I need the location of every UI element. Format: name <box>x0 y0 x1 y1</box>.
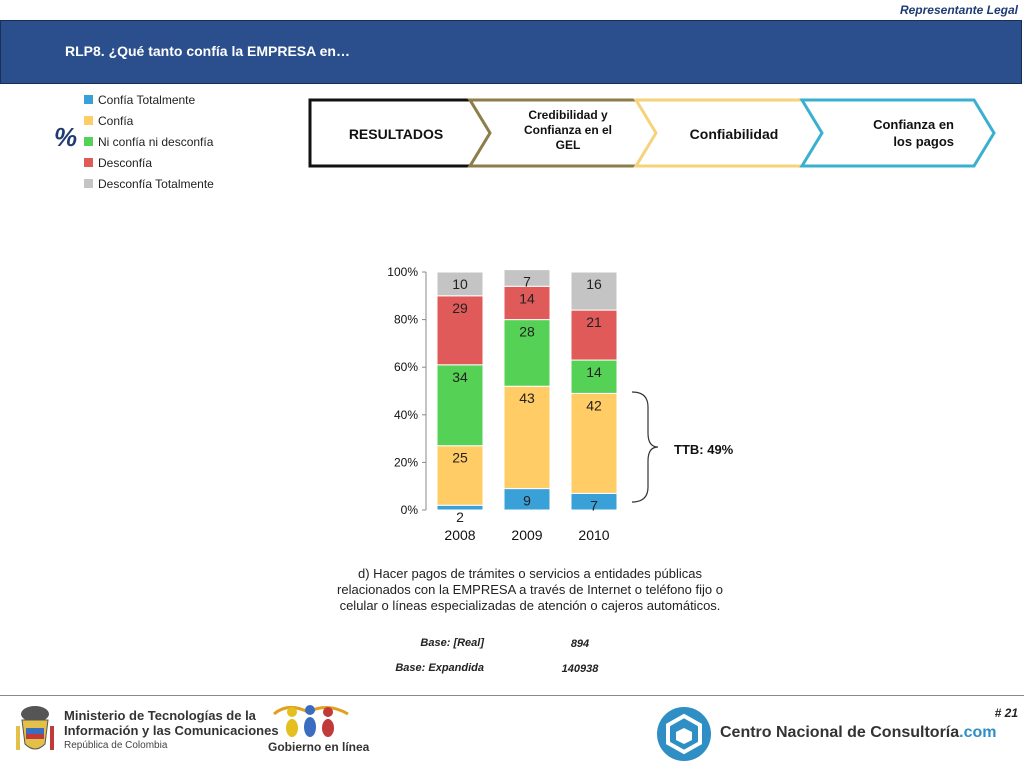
base-expandida-value: 140938 <box>561 663 599 675</box>
x-tick-label: 2008 <box>444 527 475 543</box>
nav-step-label-line1: Credibilidad y <box>528 108 608 122</box>
legend-label: Desconfía Totalmente <box>98 176 214 191</box>
cnc-logo-text: Centro Nacional de Consultoría.com <box>720 724 996 742</box>
bar-segment <box>436 445 484 506</box>
bar-segment <box>503 269 551 287</box>
question-description: d) Hacer pagos de trámites o servicios a… <box>337 566 723 613</box>
base-real-value: 894 <box>570 638 590 650</box>
bar-segment <box>570 309 618 361</box>
x-tick-label: 2010 <box>578 527 609 543</box>
nav-steps: RESULTADOS Credibilidad y Confianza en e… <box>308 98 996 168</box>
footer-divider <box>0 695 1024 696</box>
legend: Confía Totalmente Confía Ni confía ni de… <box>84 89 214 194</box>
bar-segment <box>503 319 551 387</box>
legend-item-desconfia-totalmente: Desconfía Totalmente <box>84 173 214 194</box>
bar-segment <box>570 392 618 494</box>
legend-swatch <box>84 179 93 188</box>
colombia-coat-of-arms-icon <box>16 706 54 750</box>
legend-swatch <box>84 158 93 167</box>
nav-step-label-line1: Confianza en <box>873 117 954 132</box>
gobierno-en-linea-text: Gobierno en línea <box>268 740 370 754</box>
slide-title: RLP8. ¿Qué tanto confía la EMPRESA en… <box>65 43 350 59</box>
legend-swatch <box>84 116 93 125</box>
title-bar: RLP8. ¿Qué tanto confía la EMPRESA en… <box>0 20 1022 84</box>
data-label: 43 <box>519 390 535 406</box>
nav-step-label-line3: GEL <box>556 138 581 152</box>
nav-step-label: RESULTADOS <box>349 126 443 142</box>
y-tick-label: 60% <box>394 360 418 374</box>
nav-step-resultados[interactable]: RESULTADOS <box>308 98 500 168</box>
data-label: 7 <box>523 274 531 290</box>
nav-step-label-line2: los pagos <box>893 134 954 149</box>
percent-symbol: % <box>54 122 78 152</box>
data-label: 21 <box>586 314 602 330</box>
legend-item-confia: Confía <box>84 110 214 131</box>
legend-item-desconfia: Desconfía <box>84 152 214 173</box>
nav-step-confiabilidad[interactable]: Confiabilidad <box>633 98 830 168</box>
x-axis: 2008 2009 2010 <box>444 527 609 543</box>
data-label: 10 <box>452 276 468 292</box>
legend-item-confia-totalmente: Confía Totalmente <box>84 89 214 110</box>
cnc-suffix: .com <box>959 724 997 741</box>
x-tick-label: 2009 <box>511 527 542 543</box>
nav-step-credibilidad[interactable]: Credibilidad y Confianza en el GEL <box>467 98 664 168</box>
data-label: 16 <box>586 276 602 292</box>
cnc-name: Centro Nacional de Consultoría <box>720 724 960 741</box>
data-label: 7 <box>590 497 598 513</box>
legend-item-ni-confia: Ni confía ni desconfía <box>84 131 214 152</box>
base-real-label: Base: [Real] <box>420 637 484 649</box>
ministry-line2: Información y las Comunicaciones <box>64 723 279 738</box>
data-label: 14 <box>519 290 535 306</box>
legend-label: Confía Totalmente <box>98 92 196 107</box>
y-tick-label: 80% <box>394 313 418 327</box>
legend-swatch <box>84 137 93 146</box>
gobierno-en-linea-logo-icon <box>273 705 349 737</box>
data-label: 42 <box>586 397 602 413</box>
bar-segment <box>503 385 551 490</box>
y-axis: 0% 20% 40% 60% 80% 100% <box>387 265 427 517</box>
y-tick-label: 100% <box>387 265 418 279</box>
mintic-logo-text: Ministerio de Tecnologías de la Informac… <box>64 708 279 753</box>
base-expandida-label: Base: Expandida <box>395 662 484 674</box>
legend-swatch <box>84 95 93 104</box>
ministry-line3: República de Colombia <box>64 740 168 751</box>
nav-step-label: Confiabilidad <box>690 126 779 142</box>
data-label: 9 <box>523 493 531 509</box>
data-label: 28 <box>519 324 535 340</box>
data-label: 34 <box>452 369 468 385</box>
data-label: 29 <box>452 300 468 316</box>
data-label: 25 <box>452 450 468 466</box>
bar-segment <box>503 285 551 321</box>
bar-segment <box>570 359 618 394</box>
ttb-brace <box>631 391 659 503</box>
nav-step-confianza-pagos[interactable]: Confianza en los pagos <box>799 98 996 168</box>
data-label: 2 <box>456 509 464 525</box>
legend-label: Confía <box>98 113 134 128</box>
y-tick-label: 0% <box>401 503 419 517</box>
bar-segment <box>436 364 484 447</box>
data-label: 14 <box>586 364 602 380</box>
bar-segment <box>436 295 484 366</box>
legend-label: Ni confía ni desconfía <box>98 134 214 149</box>
legend-label: Desconfía <box>98 155 153 170</box>
ttb-annotation: TTB: 49% <box>674 442 734 457</box>
y-tick-label: 20% <box>394 455 418 469</box>
nav-step-label-line2: Confianza en el <box>524 123 612 137</box>
y-tick-label: 40% <box>394 408 418 422</box>
bar-segment <box>570 271 618 311</box>
stacked-bar-chart: 0%20%40%60%80%100% 225342910943281477421… <box>387 265 734 543</box>
role-label: Representante Legal <box>899 3 1018 17</box>
bar-segment <box>436 271 484 297</box>
ministry-line1: Ministerio de Tecnologías de la <box>64 708 256 723</box>
page-number: # 21 <box>994 706 1018 720</box>
cnc-logo-icon <box>657 707 711 761</box>
